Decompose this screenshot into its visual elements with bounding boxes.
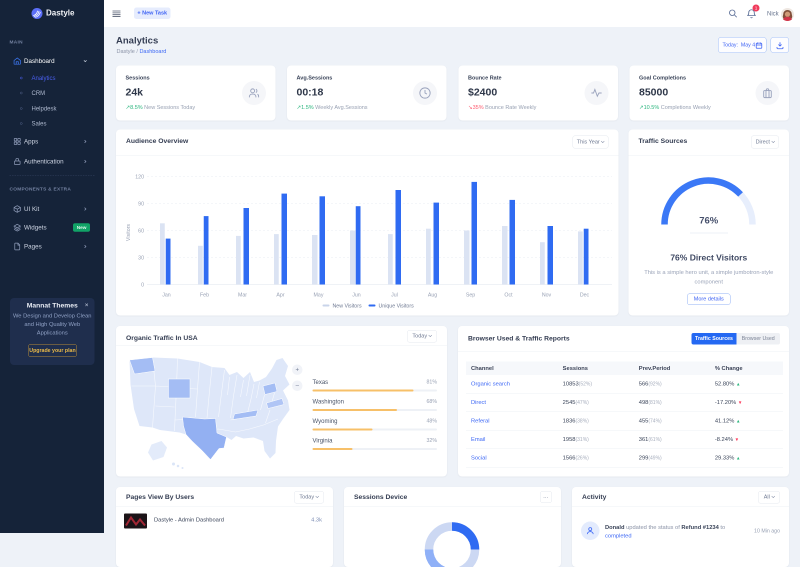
- svg-text:Dec: Dec: [580, 293, 590, 299]
- svg-text:Jul: Jul: [391, 293, 398, 299]
- svg-text:Oct: Oct: [504, 293, 513, 299]
- svg-text:Sep: Sep: [466, 293, 475, 299]
- svg-text:60: 60: [138, 229, 144, 235]
- svg-text:Apr: Apr: [276, 293, 284, 299]
- svg-text:30: 30: [138, 256, 144, 262]
- svg-text:New Visitors: New Visitors: [333, 304, 362, 310]
- svg-text:Feb: Feb: [200, 293, 209, 299]
- svg-text:Unique Visitors: Unique Visitors: [379, 304, 415, 310]
- svg-text:Jan: Jan: [162, 293, 171, 299]
- svg-text:Visitors: Visitors: [126, 224, 132, 241]
- svg-text:Aug: Aug: [428, 293, 437, 299]
- svg-text:Mar: Mar: [238, 293, 247, 299]
- svg-text:90: 90: [138, 202, 144, 208]
- svg-text:Jun: Jun: [352, 293, 361, 299]
- svg-text:Nov: Nov: [542, 293, 552, 299]
- svg-text:May: May: [314, 293, 324, 299]
- svg-text:120: 120: [135, 175, 144, 181]
- svg-text:0: 0: [141, 283, 144, 289]
